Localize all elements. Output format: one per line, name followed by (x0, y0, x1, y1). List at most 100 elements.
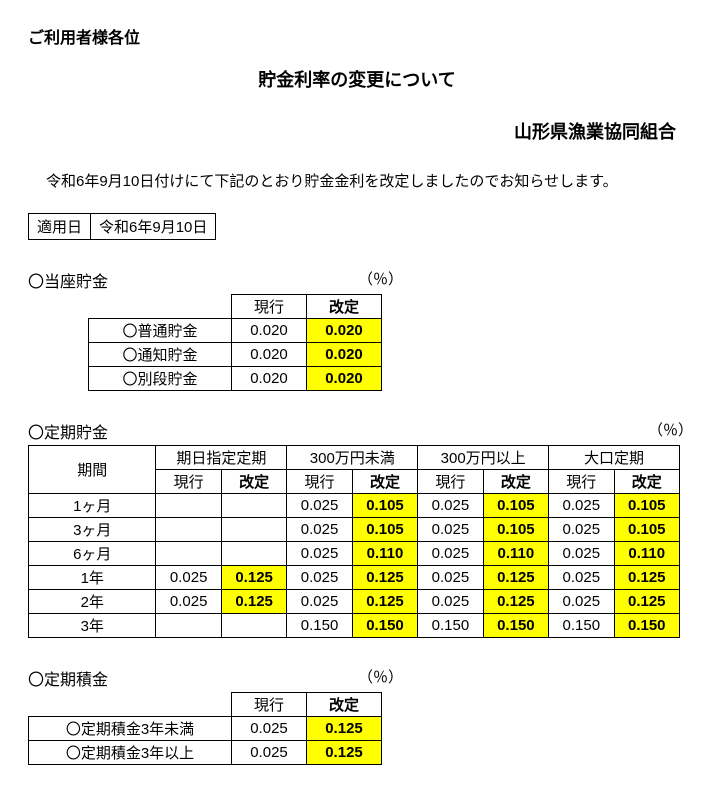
sec2-row-cur: 0.025 (418, 494, 483, 518)
sec2-row-rev (221, 494, 286, 518)
addressee: ご利用者様各位 (28, 24, 686, 48)
sec2-row: 6ヶ月0.0250.1100.0250.1100.0250.110 (29, 542, 680, 566)
sec2-row-rev (221, 518, 286, 542)
sec2-row-rev: 0.125 (352, 590, 417, 614)
sec2-row-rev: 0.125 (221, 566, 286, 590)
sec2-row: 2年0.0250.1250.0250.1250.0250.1250.0250.1… (29, 590, 680, 614)
sec1-row-cur: 0.020 (232, 367, 307, 391)
sec2-row-rev: 0.125 (221, 590, 286, 614)
sec2-group-2: 300万円以上 (418, 446, 549, 470)
sec1-table: 現行 改定 〇普通貯金0.0200.020〇通知貯金0.0200.020〇別段貯… (88, 294, 382, 391)
sec2-row-rev (221, 542, 286, 566)
sec2-row-period: 1年 (29, 566, 156, 590)
sec1-row: 〇普通貯金0.0200.020 (89, 319, 382, 343)
sec3-col-revised: 改定 (307, 693, 382, 717)
sec1-percent-label: （％） (358, 268, 403, 289)
sec2-row-cur: 0.025 (549, 566, 614, 590)
sec2-sub-current: 現行 (287, 470, 352, 494)
sec2-group-3: 大口定期 (549, 446, 680, 470)
sec2-row-cur: 0.025 (287, 590, 352, 614)
apply-date-row: 適用日令和6年9月10日 (28, 213, 686, 240)
sec2-row-rev: 0.125 (483, 590, 548, 614)
sec2-row-cur: 0.150 (549, 614, 614, 638)
sec3-heading-row: 〇定期積金 （％） (28, 666, 686, 690)
sec3-row-name: 〇定期積金3年未満 (29, 717, 232, 741)
sec2-row-cur: 0.025 (549, 542, 614, 566)
sec2-row-cur: 0.025 (549, 590, 614, 614)
sec2-row-period: 6ヶ月 (29, 542, 156, 566)
sec1-col-revised: 改定 (307, 295, 382, 319)
sec3-row: 〇定期積金3年未満0.0250.125 (29, 717, 382, 741)
sec2-sub-revised: 改定 (352, 470, 417, 494)
sec1-row-rev: 0.020 (307, 343, 382, 367)
sec2-percent-label: （％） (648, 419, 693, 440)
sec2-row-cur: 0.025 (418, 566, 483, 590)
sec2-row-cur: 0.150 (287, 614, 352, 638)
sec1-heading-row: 〇当座貯金 （％） (28, 268, 686, 292)
sec2-row-cur: 0.025 (549, 494, 614, 518)
sec2-row-cur (156, 494, 221, 518)
sec2-row-cur (156, 518, 221, 542)
sec2-row-rev: 0.110 (483, 542, 548, 566)
sec1-heading: 〇当座貯金 (28, 274, 108, 291)
sec2-heading-row: 〇定期貯金 （％） (28, 419, 686, 443)
sec1-row-rev: 0.020 (307, 319, 382, 343)
sec2-row-rev: 0.105 (352, 494, 417, 518)
sec2-row-cur: 0.150 (418, 614, 483, 638)
organization: 山形県漁業協同組合 (28, 118, 686, 144)
sec2-row-rev: 0.125 (483, 566, 548, 590)
sec2-row-cur: 0.025 (287, 566, 352, 590)
apply-date-value: 令和6年9月10日 (91, 213, 216, 240)
sec2-row-rev: 0.125 (614, 590, 679, 614)
sec2-row: 3ヶ月0.0250.1050.0250.1050.0250.105 (29, 518, 680, 542)
sec2-row-rev: 0.150 (352, 614, 417, 638)
page-title: 貯金利率の変更について (28, 66, 686, 92)
sec2-row-period: 2年 (29, 590, 156, 614)
sec2-row-period: 3年 (29, 614, 156, 638)
sec1-row-name: 〇別段貯金 (89, 367, 232, 391)
sec2-row: 1年0.0250.1250.0250.1250.0250.1250.0250.1… (29, 566, 680, 590)
sec2-row-rev: 0.125 (614, 566, 679, 590)
sec2-row-cur: 0.025 (418, 518, 483, 542)
sec2-row-rev: 0.150 (614, 614, 679, 638)
sec2-table: 期間 期日指定定期 300万円未満 300万円以上 大口定期 現行改定現行改定現… (28, 445, 680, 638)
sec2-row-rev: 0.105 (614, 518, 679, 542)
sec2-row-rev: 0.105 (614, 494, 679, 518)
sec1-row: 〇別段貯金0.0200.020 (89, 367, 382, 391)
sec2-row-period: 3ヶ月 (29, 518, 156, 542)
sec2-row-rev: 0.125 (352, 566, 417, 590)
sec2-row-period: 1ヶ月 (29, 494, 156, 518)
sec1-row-rev: 0.020 (307, 367, 382, 391)
sec3-col-current: 現行 (232, 693, 307, 717)
sec2-row-rev: 0.105 (483, 518, 548, 542)
sec3-blank (29, 693, 232, 717)
apply-date-label: 適用日 (28, 213, 91, 240)
sec2-sub-revised: 改定 (483, 470, 548, 494)
sec1-row-name: 〇通知貯金 (89, 343, 232, 367)
intro-text: 令和6年9月10日付けにて下記のとおり貯金金利を改定しましたのでお知らせします。 (28, 170, 686, 191)
sec2-sub-current: 現行 (418, 470, 483, 494)
sec2-row-cur: 0.025 (156, 566, 221, 590)
sec2-row-cur: 0.025 (549, 518, 614, 542)
sec2-row-cur: 0.025 (156, 590, 221, 614)
sec3-row-cur: 0.025 (232, 717, 307, 741)
sec2-row-rev: 0.110 (352, 542, 417, 566)
sec3-heading: 〇定期積金 (28, 672, 108, 689)
sec1-row: 〇通知貯金0.0200.020 (89, 343, 382, 367)
sec1-row-name: 〇普通貯金 (89, 319, 232, 343)
sec2-row: 1ヶ月0.0250.1050.0250.1050.0250.105 (29, 494, 680, 518)
sec3-percent-label: （％） (358, 666, 403, 687)
sec2-row-cur: 0.025 (418, 542, 483, 566)
sec3-row-cur: 0.025 (232, 741, 307, 765)
sec2-row-cur (156, 614, 221, 638)
sec1-col-current: 現行 (232, 295, 307, 319)
sec2-sub-current: 現行 (156, 470, 221, 494)
sec2-row-rev: 0.110 (614, 542, 679, 566)
sec2-row-cur: 0.025 (287, 518, 352, 542)
sec2-group-1: 300万円未満 (287, 446, 418, 470)
sec3-row: 〇定期積金3年以上0.0250.125 (29, 741, 382, 765)
sec2-row-rev: 0.105 (352, 518, 417, 542)
sec2-row-cur: 0.025 (287, 494, 352, 518)
sec1-row-cur: 0.020 (232, 343, 307, 367)
sec2-group-0: 期日指定定期 (156, 446, 287, 470)
